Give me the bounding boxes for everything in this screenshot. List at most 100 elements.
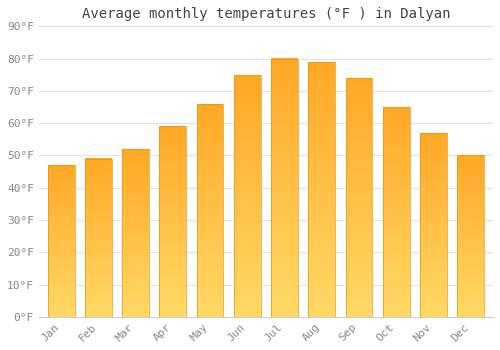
Bar	[420, 140, 447, 144]
Bar	[458, 307, 484, 310]
Bar	[160, 130, 186, 134]
Bar	[234, 196, 260, 201]
Bar	[271, 172, 298, 177]
Bar	[196, 104, 224, 317]
Bar	[196, 133, 224, 138]
Bar	[160, 176, 186, 180]
Bar	[308, 291, 335, 296]
Bar	[383, 283, 409, 287]
Bar	[160, 145, 186, 149]
Bar	[308, 312, 335, 317]
Bar	[308, 169, 335, 174]
Bar	[85, 285, 112, 288]
Bar	[346, 154, 372, 159]
Bar	[122, 159, 149, 162]
Bar	[458, 246, 484, 249]
Bar	[383, 292, 409, 296]
Bar	[420, 298, 447, 302]
Bar	[271, 208, 298, 214]
Bar	[308, 143, 335, 148]
Bar	[122, 199, 149, 203]
Bar	[420, 184, 447, 188]
Bar	[420, 258, 447, 261]
Bar	[346, 207, 372, 212]
Bar	[85, 275, 112, 279]
Bar	[346, 78, 372, 83]
Bar	[122, 286, 149, 290]
Bar	[420, 313, 447, 317]
Bar	[160, 305, 186, 309]
Bar	[346, 169, 372, 174]
Bar	[85, 260, 112, 263]
Bar	[271, 286, 298, 291]
Bar	[271, 301, 298, 307]
Bar	[160, 275, 186, 279]
Bar	[420, 147, 447, 151]
Bar	[196, 261, 224, 266]
Bar	[458, 155, 484, 159]
Bar	[196, 308, 224, 313]
Bar	[160, 240, 186, 244]
Bar	[383, 111, 409, 116]
Bar	[458, 252, 484, 256]
Bar	[420, 261, 447, 265]
Bar	[346, 173, 372, 178]
Bar	[458, 178, 484, 181]
Bar	[196, 300, 224, 304]
Bar	[196, 202, 224, 206]
Bar	[234, 147, 260, 152]
Bar	[196, 278, 224, 283]
Bar	[48, 277, 74, 280]
Bar	[122, 186, 149, 189]
Bar	[85, 272, 112, 276]
Bar	[420, 166, 447, 170]
Bar	[420, 225, 447, 229]
Bar	[346, 159, 372, 164]
Bar	[308, 266, 335, 271]
Bar	[420, 217, 447, 221]
Bar	[458, 262, 484, 265]
Bar	[346, 202, 372, 207]
Bar	[196, 155, 224, 159]
Bar	[458, 214, 484, 217]
Bar	[271, 255, 298, 260]
Bar	[308, 87, 335, 92]
Bar	[160, 225, 186, 229]
Bar	[271, 239, 298, 245]
Bar	[48, 232, 74, 235]
Bar	[346, 236, 372, 240]
Bar	[383, 241, 409, 245]
Bar	[160, 180, 186, 183]
Bar	[196, 266, 224, 270]
Bar	[85, 168, 112, 171]
Bar	[458, 201, 484, 204]
Bar	[420, 159, 447, 162]
Bar	[234, 128, 260, 133]
Bar	[160, 267, 186, 271]
Bar	[234, 176, 260, 181]
Bar	[160, 252, 186, 256]
Bar	[383, 308, 409, 313]
Bar	[234, 113, 260, 118]
Bar	[196, 313, 224, 317]
Bar	[420, 188, 447, 192]
Bar	[458, 313, 484, 317]
Bar	[122, 196, 149, 199]
Bar	[196, 168, 224, 172]
Bar	[458, 220, 484, 223]
Bar	[85, 282, 112, 285]
Bar	[234, 191, 260, 196]
Bar	[85, 190, 112, 194]
Bar	[85, 165, 112, 168]
Bar	[160, 290, 186, 294]
Bar	[234, 75, 260, 79]
Bar	[271, 167, 298, 172]
Bar	[234, 84, 260, 89]
Bar	[346, 254, 372, 259]
Bar	[271, 218, 298, 224]
Bar	[420, 133, 447, 317]
Bar	[346, 240, 372, 245]
Bar	[271, 162, 298, 167]
Bar	[122, 250, 149, 253]
Bar	[458, 188, 484, 191]
